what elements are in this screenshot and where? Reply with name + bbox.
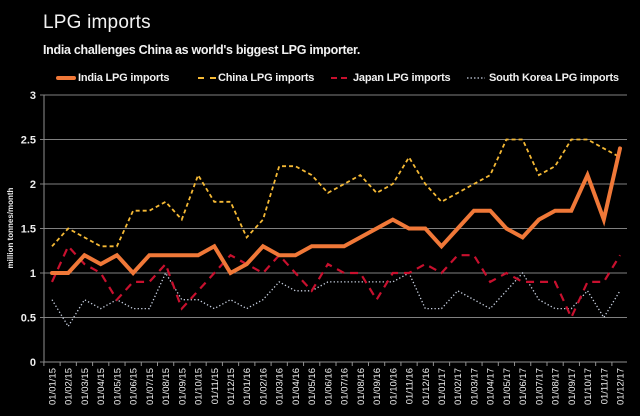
x-axis-ticks: 01/01/15 01/02/15 01/03/15 01/04/15 01/05/15… — [43, 362, 627, 405]
gridlines — [44, 94, 627, 318]
x-tick-label: 01/07/16 — [340, 368, 351, 405]
x-tick-label: 01/01/15 — [48, 368, 59, 405]
x-tick-label: 01/09/15 — [177, 368, 188, 405]
x-tick-label: 01/04/17 — [486, 368, 497, 405]
y-axis-ticks: 0 0.5 1 1.5 2 2.5 3 — [21, 90, 44, 369]
x-tick-label: 01/08/16 — [356, 368, 367, 405]
x-tick-label: 01/03/16 — [275, 368, 286, 405]
x-tick-label: 01/09/17 — [567, 368, 578, 405]
legend-item-india: India LPG imports — [56, 72, 170, 84]
chart-subtitle: India challenges China as world's bigges… — [43, 43, 361, 57]
x-tick-label: 01/08/15 — [161, 368, 172, 405]
x-tick-label: 01/04/16 — [291, 368, 302, 405]
x-tick-label: 01/08/17 — [551, 368, 562, 405]
x-tick-label: 01/02/15 — [64, 368, 75, 405]
series-line-japan-lpg-imports — [50, 244, 621, 321]
legend-swatch-india — [56, 76, 76, 80]
legend-item-south-korea: South Korea LPG imports — [465, 72, 619, 84]
x-tick-label: 01/03/17 — [469, 368, 480, 405]
x-tick-label: 01/11/15 — [210, 368, 221, 404]
legend-item-japan: Japan LPG imports — [331, 72, 451, 84]
x-tick-label: 01/10/15 — [194, 368, 205, 405]
chart-title: LPG imports — [43, 12, 151, 33]
y-tick-label: 1.5 — [21, 224, 36, 236]
x-tick-label: 01/12/15 — [226, 368, 237, 405]
y-tick-label: 0 — [30, 357, 36, 369]
legend-label-south-korea: South Korea LPG imports — [489, 72, 619, 84]
y-axis-label: million tonnes/month — [6, 187, 15, 268]
series-lines — [50, 138, 622, 328]
legend-label-china: China LPG imports — [218, 72, 315, 84]
x-tick-label: 01/04/15 — [96, 368, 107, 405]
x-tick-label: 01/02/16 — [258, 368, 269, 405]
x-tick-label: 01/06/16 — [323, 368, 334, 405]
x-tick-label: 01/05/17 — [502, 368, 513, 405]
legend-label-japan: Japan LPG imports — [353, 72, 451, 84]
x-tick-label: 01/02/17 — [453, 368, 464, 405]
y-tick-label: 1 — [30, 268, 36, 280]
x-tick-label: 01/07/15 — [145, 368, 156, 405]
x-tick-label: 01/05/15 — [112, 368, 123, 405]
x-tick-label: 01/03/15 — [80, 368, 91, 405]
x-tick-label: 01/09/16 — [372, 368, 383, 405]
x-tick-label: 01/12/16 — [421, 368, 432, 405]
x-tick-label: 01/06/15 — [129, 368, 140, 405]
x-tick-label: 01/06/17 — [518, 368, 529, 405]
x-tick-label: 01/10/16 — [388, 368, 399, 405]
y-tick-label: 2 — [30, 179, 36, 191]
legend: India LPG imports China LPG imports Japa… — [0, 72, 640, 88]
x-tick-label: 01/12/17 — [616, 368, 627, 405]
x-tick-label: 01/05/16 — [307, 368, 318, 405]
x-tick-label: 01/11/16 — [405, 368, 416, 404]
series-line-india-lpg-imports — [50, 146, 622, 276]
series-line-china-lpg-imports — [51, 138, 621, 248]
legend-swatch-japan — [331, 77, 351, 79]
x-tick-label: 01/01/16 — [242, 368, 253, 405]
x-tick-label: 01/07/17 — [534, 368, 545, 405]
legend-swatch-china — [198, 77, 216, 79]
y-tick-label: 2.5 — [21, 135, 36, 147]
legend-swatch-south-korea — [467, 77, 485, 79]
legend-label-india: India LPG imports — [78, 72, 170, 84]
legend-item-china: China LPG imports — [198, 72, 314, 84]
x-tick-label: 01/01/17 — [437, 368, 448, 405]
x-tick-label: 01/11/17 — [599, 368, 610, 404]
y-tick-label: 3 — [30, 90, 36, 102]
x-tick-label: 01/10/17 — [583, 368, 594, 405]
y-tick-label: 0.5 — [21, 313, 36, 325]
